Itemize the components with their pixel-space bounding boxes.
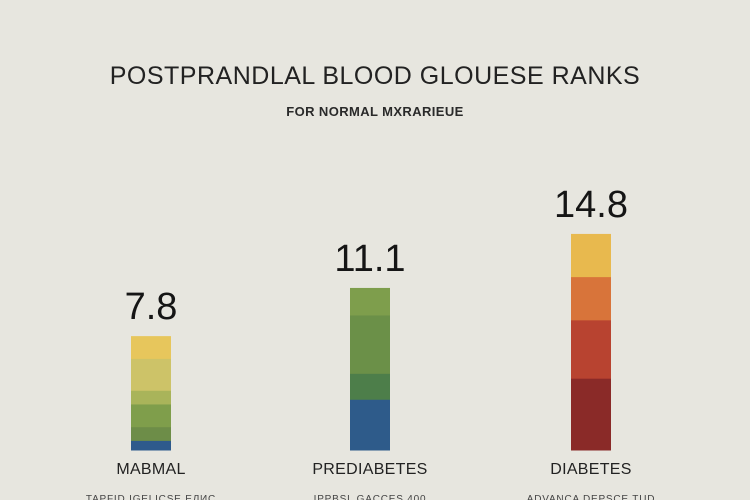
footnote-mabmal: TAPFID IGELICSE ЕЛИС (86, 494, 216, 500)
bar-segment-mabmal-2 (131, 358, 171, 392)
chart-title: POSTPRANDLAL BLOOD GLOUESE RANKS (109, 62, 641, 90)
chart-subtitle: FOR NORMAL MXRARIEUE (286, 104, 464, 119)
bar-segment-mabmal-5 (131, 427, 171, 442)
bar-segment-prediabetes-2 (350, 315, 390, 375)
bar-segment-diabetes-2 (571, 277, 611, 321)
bar-segment-mabmal-6 (131, 440, 171, 451)
bar-segment-diabetes-1 (571, 233, 611, 278)
value-label-diabetes: 14.8 (554, 184, 628, 226)
bar-segment-diabetes-3 (571, 320, 611, 380)
bar-segment-mabmal-1 (131, 336, 171, 360)
bar-segment-prediabetes-3 (350, 373, 390, 401)
bar-segment-diabetes-4 (571, 378, 611, 451)
bar-segment-mabmal-3 (131, 390, 171, 405)
bar-segment-prediabetes-1 (350, 287, 390, 316)
bar-segment-prediabetes-4 (350, 399, 390, 451)
footnote-diabetes: ADVANCA DEPSCE TUD (527, 494, 656, 500)
value-label-mabmal: 7.8 (125, 286, 178, 328)
value-label-prediabetes: 11.1 (334, 238, 405, 280)
bar-segment-mabmal-4 (131, 404, 171, 428)
category-label-diabetes: DIABETES (550, 461, 632, 478)
footnote-prediabetes: IPPBSL GACCES 400 (314, 494, 427, 500)
category-label-mabmal: MABMAL (116, 461, 185, 478)
category-label-prediabetes: PREDIABETES (312, 461, 427, 478)
